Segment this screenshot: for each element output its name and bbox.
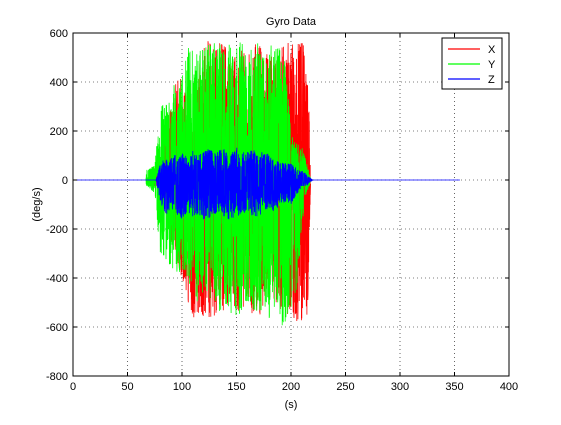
ticks: 0 50 100 150 200 250 300 350 400 600 400 200 0 -200 -4…	[46, 28, 518, 393]
legend-label-z: Z	[488, 74, 495, 86]
legend: XYZ	[441, 37, 503, 90]
legend-label-y: Y	[488, 59, 496, 71]
y-tick-label: -400	[46, 273, 68, 285]
x-tick-label: 250	[336, 381, 354, 393]
x-tick-label: 350	[445, 381, 463, 393]
x-tick-label: 400	[500, 381, 518, 393]
y-axis-label: (deg/s)	[31, 187, 43, 221]
legend-label-x: X	[488, 44, 496, 56]
y-tick-label: 400	[50, 77, 68, 89]
chart-title: Gyro Data	[266, 16, 317, 28]
x-tick-label: 150	[227, 381, 245, 393]
y-tick-label: 600	[50, 28, 68, 40]
x-tick-label: 0	[70, 381, 76, 393]
x-tick-label: 50	[121, 381, 133, 393]
x-axis-label: (s)	[285, 399, 298, 411]
y-tick-label: -600	[46, 322, 68, 334]
y-tick-label: -200	[46, 224, 68, 236]
y-tick-label: 0	[62, 175, 68, 187]
series-line-z	[73, 147, 460, 220]
y-tick-label: -800	[46, 371, 68, 383]
series-z	[73, 147, 460, 220]
series-group	[73, 41, 460, 326]
x-tick-label: 100	[173, 381, 191, 393]
x-tick-label: 300	[391, 381, 409, 393]
y-tick-label: 200	[50, 126, 68, 138]
x-tick-label: 200	[282, 381, 300, 393]
